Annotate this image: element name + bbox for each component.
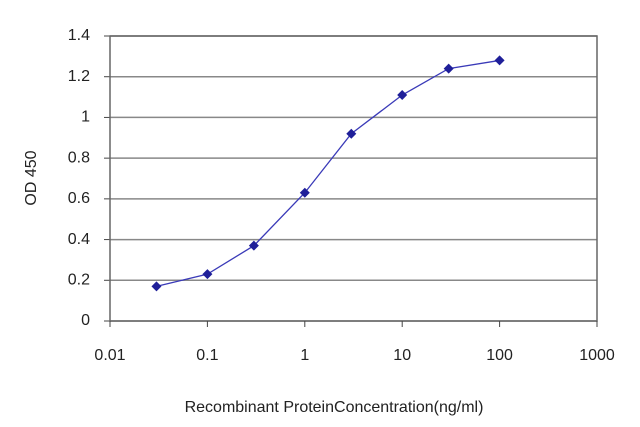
y-tick-label: 0.2: [68, 272, 90, 289]
data-point: [397, 90, 408, 101]
y-tick-label: 0: [81, 312, 90, 329]
data-point: [494, 55, 505, 66]
data-point: [151, 281, 162, 292]
x-tick-label: 10: [393, 347, 411, 364]
plot-border: [109, 35, 598, 322]
x-tick-label: 1000: [579, 347, 615, 364]
x-axis-label: Recombinant ProteinConcentration(ng/ml): [185, 399, 484, 416]
x-tick-label: 0.1: [196, 347, 218, 364]
data-point: [248, 240, 259, 251]
x-tick-label: 100: [486, 347, 513, 364]
y-axis-label: OD 450: [23, 150, 40, 205]
y-tick-label: 0.6: [68, 190, 90, 207]
y-tick-label: 0.8: [68, 149, 90, 166]
x-tick-label: 1: [300, 347, 309, 364]
data-point: [299, 187, 310, 198]
y-tick-label: 1.2: [68, 68, 90, 85]
data-point: [202, 269, 213, 280]
data-line: [156, 59, 500, 288]
y-tick-label: 1.4: [68, 27, 90, 44]
data-point: [443, 63, 454, 74]
x-tick-label: 0.01: [94, 347, 125, 364]
y-tick-label: 1: [81, 109, 90, 126]
data-point: [346, 128, 357, 139]
y-tick-label: 0.4: [68, 231, 90, 248]
